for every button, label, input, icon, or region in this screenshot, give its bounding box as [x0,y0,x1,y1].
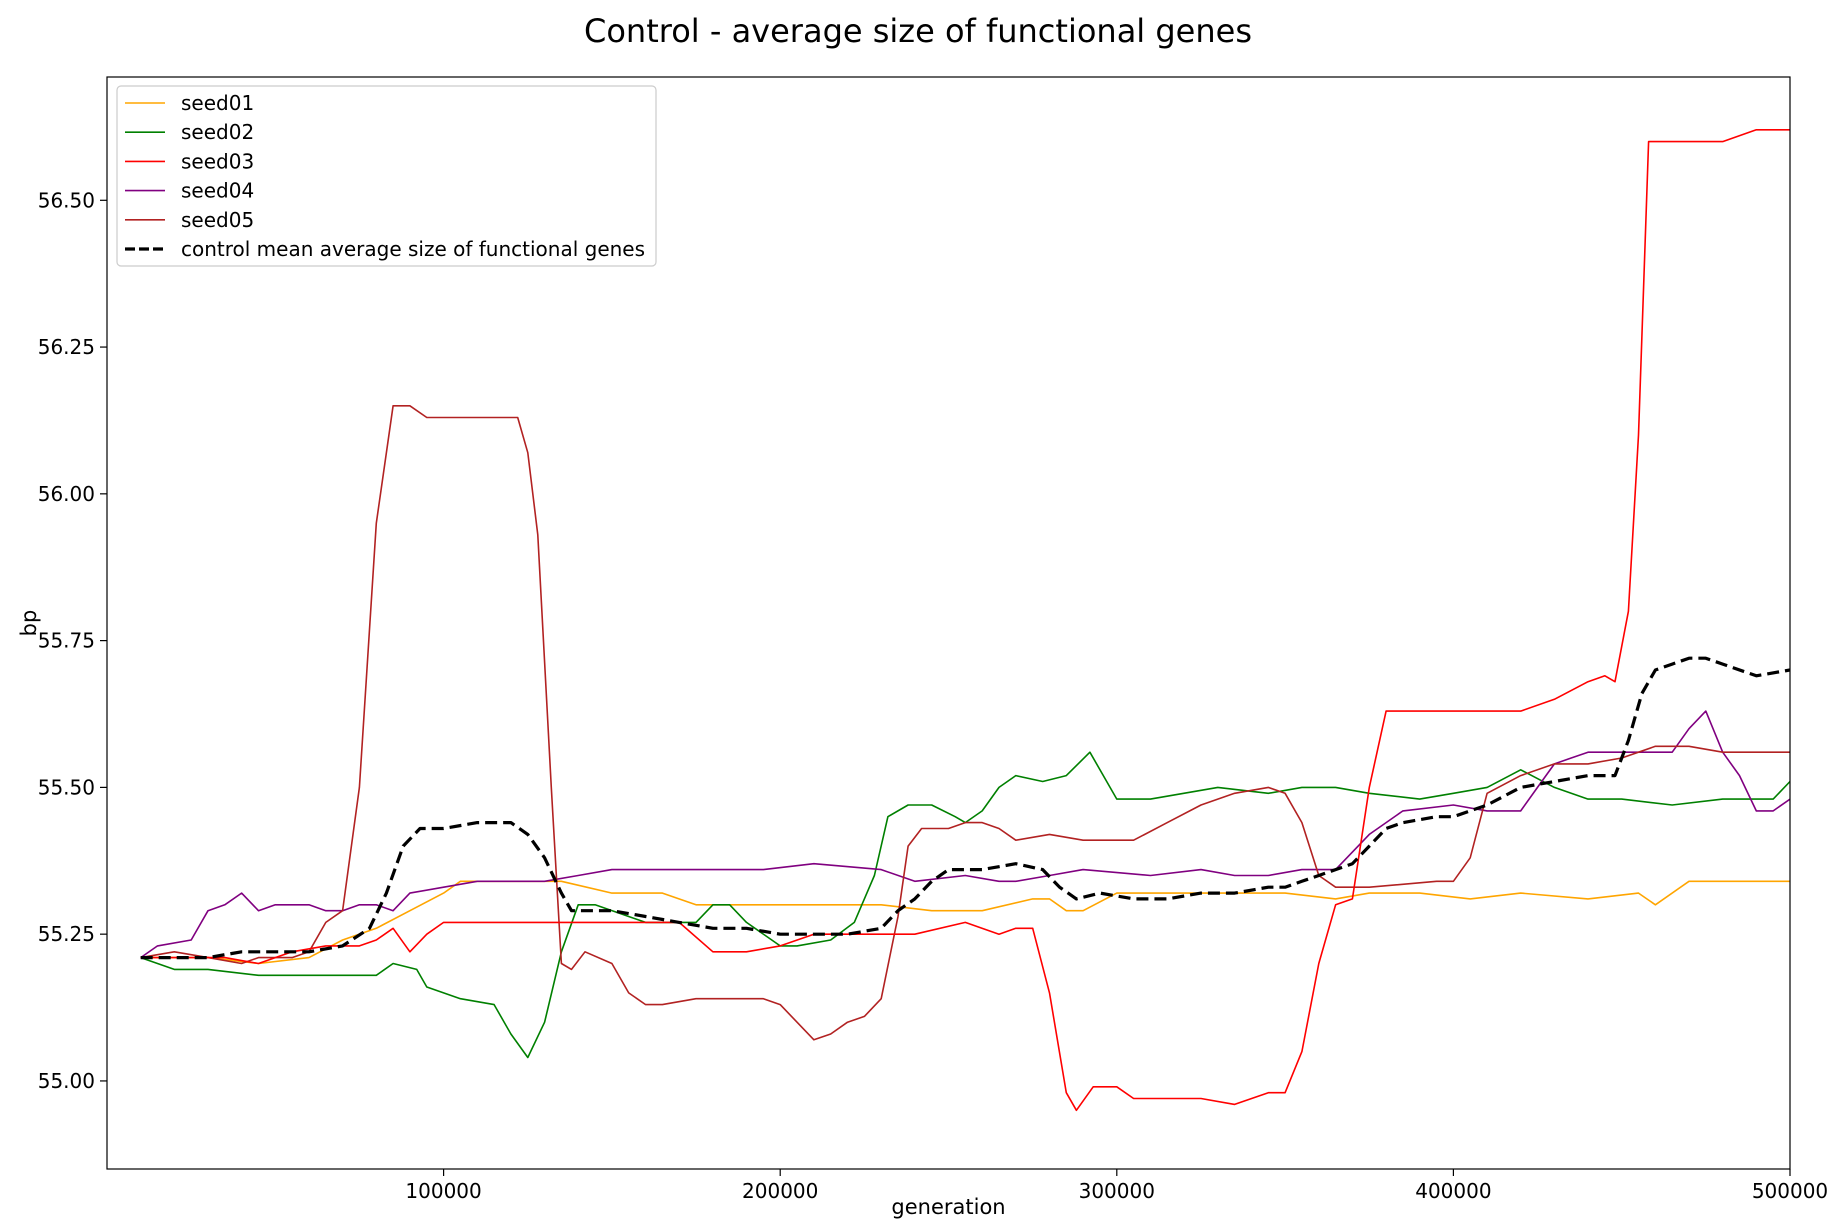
chart-title: Control - average size of functional gen… [584,12,1252,50]
x-tick-label: 300000 [1079,1179,1155,1203]
legend-label: seed01 [181,91,254,115]
series-line-seed04 [140,710,1790,959]
y-tick-label: 55.00 [38,1069,95,1093]
plot-area-frame [106,76,1791,1170]
x-tick-label: 200000 [742,1179,818,1203]
y-axis-label: bp [17,610,41,637]
legend-label: seed05 [181,208,254,232]
y-tick-label: 56.25 [38,335,95,359]
y-tick-label: 56.00 [38,482,95,506]
legend-box [116,85,657,267]
series-line-seed02 [140,751,1790,1059]
x-axis-label: generation [891,1195,1005,1219]
legend-label: control mean average size of functional … [181,237,645,261]
legend-label: seed02 [181,120,254,144]
x-tick-label: 100000 [405,1179,481,1203]
legend-label: seed04 [181,179,254,203]
legend-label: seed03 [181,149,254,173]
y-tick-label: 55.50 [38,775,95,799]
legend: seed01 seed02 seed03 seed04 seed05 control me… [116,85,657,267]
x-tick-label: 400000 [1415,1179,1491,1203]
y-tick-label: 56.50 [38,188,95,212]
x-axis-ticks: 100000 200000 300000 400000 500000 [405,1169,1828,1203]
x-tick-label: 500000 [1752,1179,1828,1203]
series-line-seed03 [140,129,1790,1112]
series-line-control-mean-average-size-of-functional-genes [140,656,1790,960]
y-tick-label: 55.75 [38,629,95,653]
y-axis-ticks: 55.00 55.25 55.50 55.75 56.00 56.25 56.50 [38,188,107,1093]
series-line-seed01 [140,880,1790,965]
y-tick-label: 55.25 [38,922,95,946]
series-lines [140,129,1790,1112]
series-line-seed05 [140,404,1790,1041]
